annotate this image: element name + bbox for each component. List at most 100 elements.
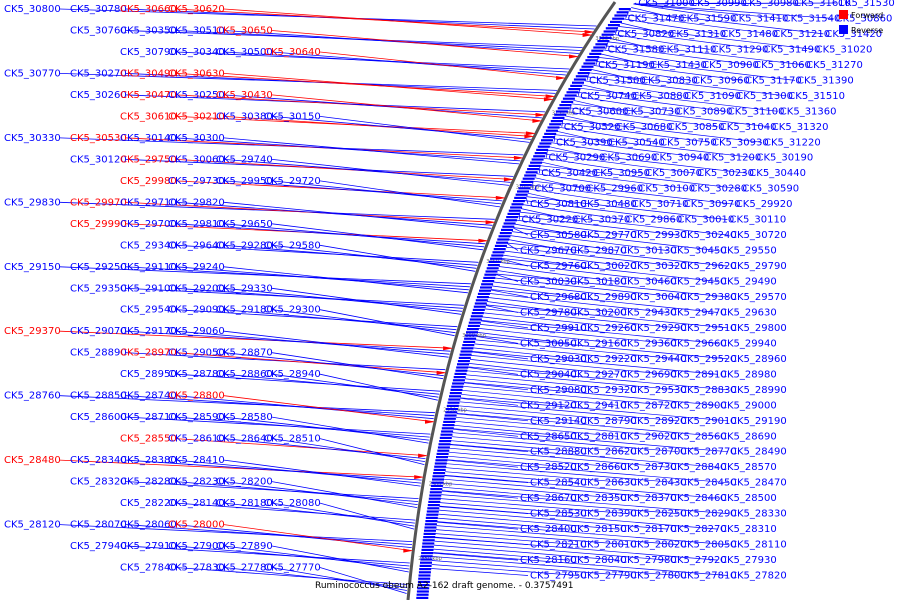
gene-label-right: CK5_28020 [630,540,687,551]
gene-glyph [605,27,618,30]
gene-glyph [417,580,430,583]
gene-label-left: CK5_27840 [120,563,177,574]
connector-line [319,502,415,530]
gene-label-left: CK5_30380 [216,111,273,122]
connector-line [435,529,629,545]
connector-line [271,159,510,186]
connector-line [476,336,519,344]
gene-label-right: CK5_29550 [720,246,777,257]
gene-glyph [465,334,477,337]
connector-line [511,231,669,251]
gene-label-left: CK5_28780 [168,369,225,380]
connector-line [464,378,579,391]
gene-glyph [501,228,513,231]
connector-line [496,273,729,298]
gene-glyph [459,353,472,356]
gene-glyph [610,20,622,23]
gene-label-right: CK5_29120 [520,400,577,411]
gene-label-left: CK5_30790 [120,47,177,58]
gene-glyph [483,276,496,279]
gene-label-right: CK5_31430 [650,60,707,71]
connector-line [463,385,669,406]
gene-label-right: CK5_31310 [669,29,726,40]
connector-line [437,517,569,530]
connector-line [605,45,753,66]
gene-label-right: CK5_28150 [570,524,627,535]
gene-label-left: CK5_28590 [168,412,225,423]
connector-line [494,277,679,298]
gene-glyph [494,244,507,247]
gene-glyph [561,100,574,103]
gene-glyph [547,126,560,129]
connector-line [223,73,552,100]
connector-line [457,409,579,422]
gene-label-right: CK5_28500 [720,493,777,504]
connector-line [271,545,409,573]
gene-label-right: CK5_28990 [730,385,787,396]
connector-line [482,316,579,329]
gene-glyph [542,136,555,139]
gene-label-right: CK5_30950 [593,168,650,179]
connector-line [125,416,431,435]
connector-line [633,2,837,5]
gene-label-right: CK5_30990 [690,0,747,9]
connector-line [484,308,679,329]
gene-label-right: CK5_29520 [680,354,737,365]
gene-label-right: CK5_30240 [680,230,737,241]
legend-swatch-reverse [839,25,848,34]
connector-line [485,304,729,329]
gene-label-right: CK5_31040 [720,122,777,133]
gene-label-left: CK5_29050 [168,348,225,359]
gene-label-right: CK5_27810 [680,571,737,582]
gene-label-right: CK5_28700 [630,447,687,458]
gene-label-right: CK5_28660 [570,462,627,473]
gene-label-right: CK5_29890 [580,292,637,303]
gene-label-right: CK5_28170 [620,524,677,535]
gene-label-right: CK5_28110 [730,540,787,551]
connector-line [453,428,519,437]
connector-line [125,459,422,481]
gene-label-right: CK5_28210 [530,540,587,551]
connector-line [612,34,710,50]
connector-line [595,61,744,81]
connector-line [439,505,719,530]
connector-line [175,137,521,162]
gene-label-right: CK5_31410 [732,14,789,25]
gene-glyph [607,24,620,27]
connector-line [175,438,427,456]
gene-label-right: CK5_31210 [773,29,830,40]
gene-glyph [441,427,454,430]
connector-line [468,363,569,375]
connector-line [593,65,692,81]
gene-glyph [443,417,456,420]
gene-glyph [423,536,436,539]
connector-line [479,324,669,344]
gene-glyph [481,283,494,286]
connector-line [271,416,429,444]
gene-label-left: CK5_28640 [216,434,273,445]
gene-label-right: CK5_28910 [670,369,727,380]
connector-line [175,287,463,309]
gene-label-left: CK5_29370 [4,326,61,337]
gene-label-left: CK5_28860 [216,369,273,380]
gene-label-left: CK5_30330 [4,133,61,144]
connector-line [223,201,492,229]
gene-label-right: CK5_30030 [520,277,577,288]
connector-line [435,533,579,545]
connector-line [586,76,735,97]
gene-glyph [514,196,527,199]
connector-line [436,525,679,545]
gene-glyph [497,238,510,241]
gene-label-left: CK5_30250 [168,90,225,101]
connector-line [447,455,569,468]
gene-label-right: CK5_30600 [572,106,629,117]
connector-line [453,428,729,453]
gene-label-right: CK5_28630 [580,478,637,489]
gene-label-left: CK5_29280 [216,240,273,251]
connector-line [473,347,579,360]
connector-line [518,215,679,236]
gene-glyph [424,529,436,532]
gene-label-right: CK5_28370 [620,493,677,504]
gene-label-right: CK5_29920 [736,199,793,210]
forward-gene-glyph [543,97,554,102]
